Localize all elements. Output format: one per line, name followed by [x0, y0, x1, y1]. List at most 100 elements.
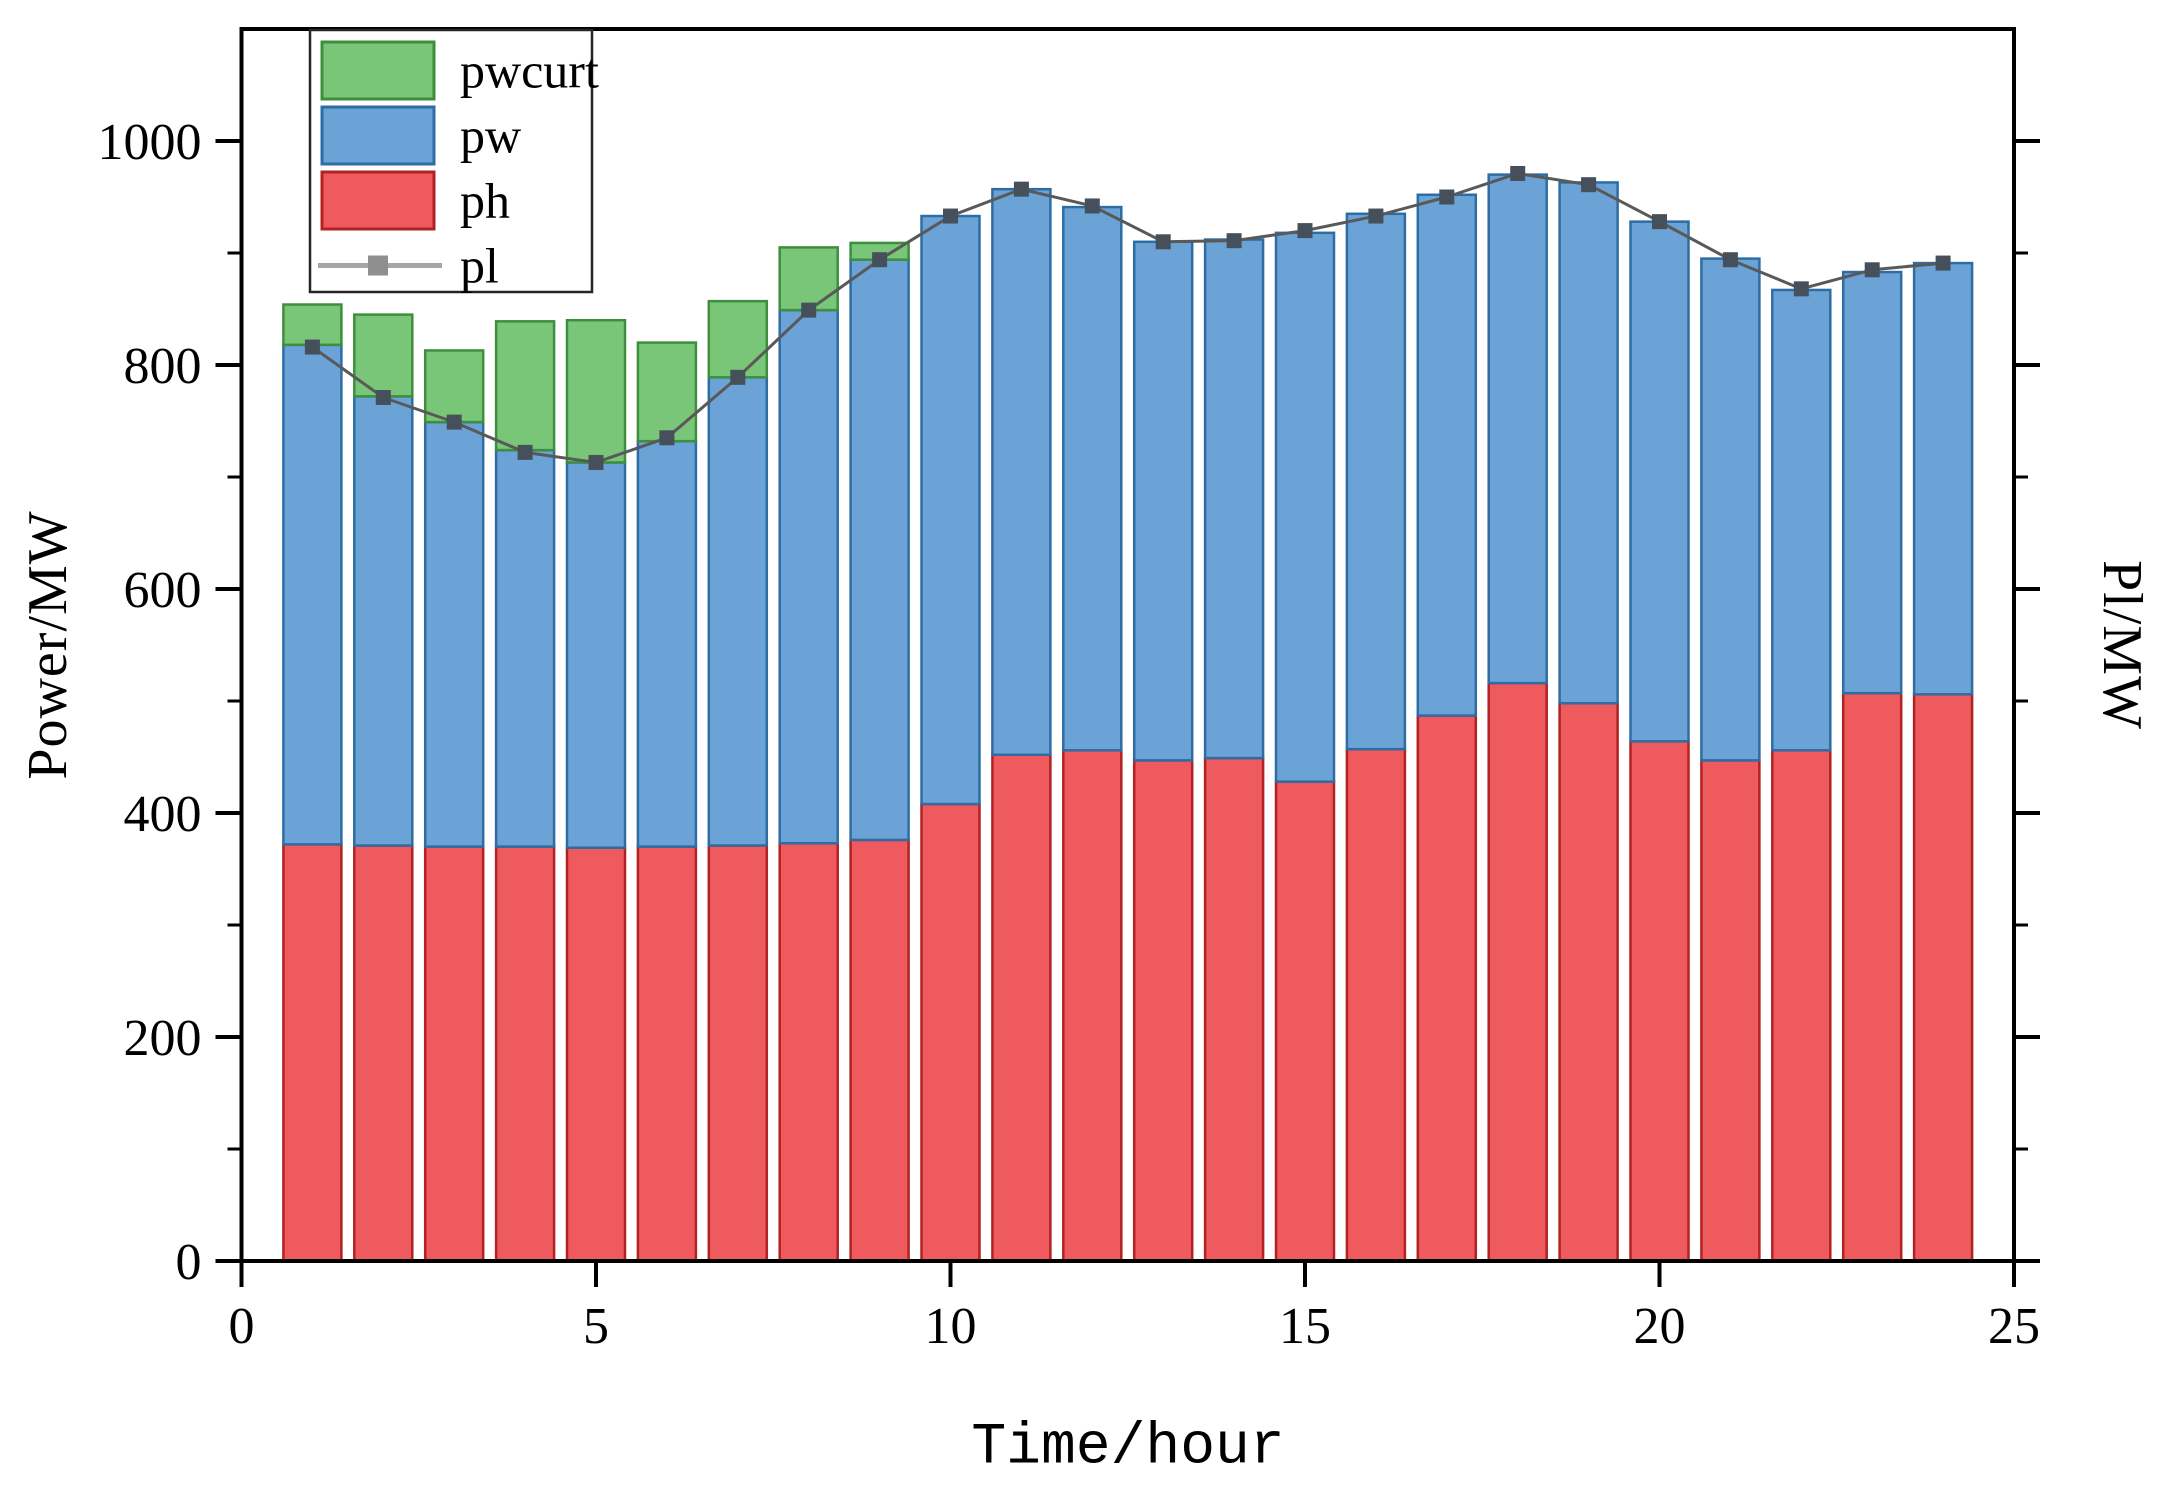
bar-segment-pw-h13	[1132, 240, 1194, 762]
pl-marker-h3	[446, 414, 462, 430]
bar-segment-ph-h24	[1912, 693, 1974, 1263]
bar-segment-ph-h13	[1132, 759, 1194, 1263]
y-tick-label-400: 400	[124, 786, 202, 843]
pl-line	[311, 171, 1944, 464]
bar-segment-pwcurt-h3	[423, 349, 485, 424]
pl-marker-h9	[872, 252, 888, 268]
bar-segment-ph-h21	[1700, 759, 1761, 1263]
pl-marker-h1	[304, 339, 320, 355]
legend-label-ph: ph	[460, 173, 510, 229]
x-tick-label-25: 25	[1988, 1298, 2040, 1355]
bar-segment-ph-h12	[1062, 749, 1123, 1263]
legend-label-pw: pw	[460, 108, 521, 164]
pl-marker-h24	[1935, 255, 1951, 271]
pl-marker-h17	[1439, 189, 1455, 205]
pl-marker-h23	[1864, 262, 1880, 278]
bar-segment-ph-h3	[423, 845, 485, 1263]
bar-segment-ph-h8	[778, 841, 839, 1263]
legend-swatch-pw	[320, 105, 436, 166]
bar-segment-ph-h18	[1487, 681, 1548, 1263]
legend-label-pl: pl	[460, 238, 499, 294]
bar-segment-ph-h11	[991, 753, 1052, 1263]
bar-segment-pw-h21	[1700, 257, 1761, 762]
bar-segment-ph-h22	[1771, 749, 1832, 1263]
bar-segment-pw-h6	[636, 439, 698, 848]
bar-segment-pw-h20	[1629, 220, 1690, 743]
legend-label-pwcurt: pwcurt	[460, 43, 599, 99]
bar-segment-ph-h9	[849, 838, 910, 1263]
y-axis-label-right: Pl/MW	[2091, 560, 2153, 730]
bar-segment-ph-h7	[707, 844, 769, 1263]
bar-segment-pwcurt-h7	[707, 299, 769, 379]
y-tick-label-0: 0	[176, 1234, 202, 1291]
y-axis-label-left: Power/MW	[17, 510, 79, 780]
legend-swatch-pwcurt	[320, 40, 436, 101]
bar-segment-ph-h10	[920, 802, 981, 1263]
bar-segment-pw-h22	[1771, 288, 1832, 752]
y-tick-label-1000: 1000	[98, 114, 202, 171]
bar-segment-pw-h7	[707, 376, 769, 847]
x-axis-label: Time/hour	[971, 1415, 1285, 1481]
bar-segment-pwcurt-h8	[778, 246, 839, 312]
x-tick-label-0: 0	[229, 1298, 255, 1355]
pl-marker-h2	[375, 389, 391, 405]
pl-marker-h11	[1013, 181, 1029, 197]
pl-marker-h5	[588, 454, 604, 470]
bar-segment-ph-h5	[565, 846, 627, 1263]
bar-segment-pw-h11	[991, 187, 1052, 757]
pl-marker-h15	[1297, 223, 1313, 239]
bar-segment-pw-h3	[423, 420, 485, 848]
bar-segment-pw-h16	[1345, 212, 1407, 751]
pl-marker-h10	[943, 208, 958, 224]
pl-marker-h13	[1155, 234, 1171, 250]
bar-segment-ph-h4	[494, 845, 556, 1263]
bar-segment-pwcurt-h1	[282, 303, 343, 347]
bar-segment-pw-h14	[1203, 238, 1265, 760]
pl-marker-h6	[659, 430, 675, 446]
bar-segment-pw-h23	[1841, 270, 1903, 695]
pl-marker-h20	[1652, 214, 1667, 230]
bar-segment-pw-h19	[1558, 181, 1619, 705]
y-tick-label-200: 200	[124, 1010, 202, 1067]
bar-segment-ph-h6	[636, 845, 698, 1263]
bar-segment-ph-h19	[1558, 701, 1619, 1263]
bar-segment-ph-h20	[1629, 740, 1690, 1263]
bar-segment-pw-h18	[1487, 173, 1548, 685]
bar-segment-pw-h10	[920, 214, 981, 806]
bar-segment-pw-h24	[1912, 261, 1974, 696]
bar-segment-pw-h4	[494, 448, 556, 848]
y-tick-label-600: 600	[124, 562, 202, 619]
x-tick-label-15: 15	[1279, 1298, 1331, 1355]
bar-segment-ph-h1	[282, 843, 343, 1263]
y-tick-label-800: 800	[124, 338, 202, 395]
bar-segment-pwcurt-h6	[636, 341, 698, 443]
x-tick-label-10: 10	[925, 1298, 977, 1355]
legend-marker-sample-pl	[368, 255, 388, 276]
pl-marker-h18	[1510, 165, 1526, 181]
pl-marker-h4	[517, 444, 533, 460]
x-tick-label-20: 20	[1634, 1298, 1686, 1355]
pl-marker-h12	[1084, 198, 1100, 214]
bar-segment-pw-h17	[1416, 193, 1478, 717]
bar-segment-pw-h8	[778, 308, 839, 845]
pl-marker-h16	[1368, 208, 1384, 224]
bar-segment-ph-h16	[1345, 747, 1407, 1263]
pl-marker-h14	[1226, 233, 1242, 249]
bar-segment-pw-h12	[1062, 205, 1123, 752]
bar-segment-pw-h1	[282, 343, 343, 846]
pl-marker-h21	[1722, 252, 1738, 268]
bar-segment-ph-h15	[1274, 780, 1336, 1263]
bar-segment-pwcurt-h4	[494, 320, 556, 452]
pl-marker-h22	[1793, 281, 1809, 297]
bar-segment-ph-h14	[1203, 756, 1265, 1263]
bar-segment-pw-h2	[353, 395, 414, 847]
x-tick-label-5: 5	[583, 1298, 609, 1355]
bar-segment-pw-h9	[849, 258, 910, 842]
bar-segment-ph-h2	[353, 844, 414, 1263]
plot-border	[239, 27, 2016, 1263]
pl-marker-h19	[1581, 177, 1597, 193]
pl-marker-h7	[730, 369, 746, 385]
bar-segment-pw-h5	[565, 461, 627, 849]
bar-segment-pw-h15	[1274, 231, 1336, 783]
bar-segment-ph-h23	[1841, 691, 1903, 1263]
